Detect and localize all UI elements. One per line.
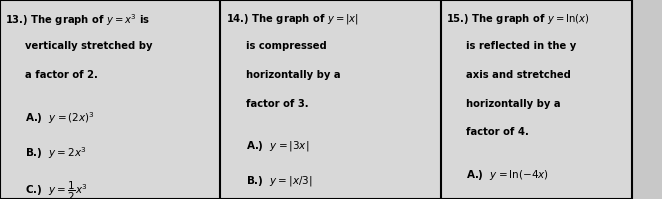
Text: A.)  $y=\ln(-4x)$: A.) $y=\ln(-4x)$: [466, 168, 549, 182]
Text: factor of 3.: factor of 3.: [246, 99, 308, 108]
Text: horizontally by a: horizontally by a: [246, 70, 340, 80]
Text: B.)  $y=2x^3$: B.) $y=2x^3$: [25, 145, 87, 161]
Text: is compressed: is compressed: [246, 41, 326, 51]
Text: A.)  $y=|3x|$: A.) $y=|3x|$: [246, 139, 309, 153]
Text: A.)  $y=(2x)^3$: A.) $y=(2x)^3$: [25, 110, 95, 126]
Text: factor of 4.: factor of 4.: [466, 127, 529, 137]
Text: horizontally by a: horizontally by a: [466, 99, 561, 108]
Text: 14.) The graph of $y=|x|$: 14.) The graph of $y=|x|$: [226, 12, 359, 26]
Text: 15.) The graph of $y=\ln(x)$: 15.) The graph of $y=\ln(x)$: [446, 12, 590, 26]
Text: C.)  $y=\dfrac{1}{2}x^3$: C.) $y=\dfrac{1}{2}x^3$: [25, 180, 88, 199]
Text: 13.) The graph of $y=x^3$ is: 13.) The graph of $y=x^3$ is: [5, 12, 150, 28]
Text: is reflected in the y: is reflected in the y: [466, 41, 577, 51]
Text: axis and stretched: axis and stretched: [466, 70, 571, 80]
Text: a factor of 2.: a factor of 2.: [25, 70, 98, 80]
Text: vertically stretched by: vertically stretched by: [25, 41, 153, 51]
Text: B.)  $y=|x/3|$: B.) $y=|x/3|$: [246, 174, 312, 188]
